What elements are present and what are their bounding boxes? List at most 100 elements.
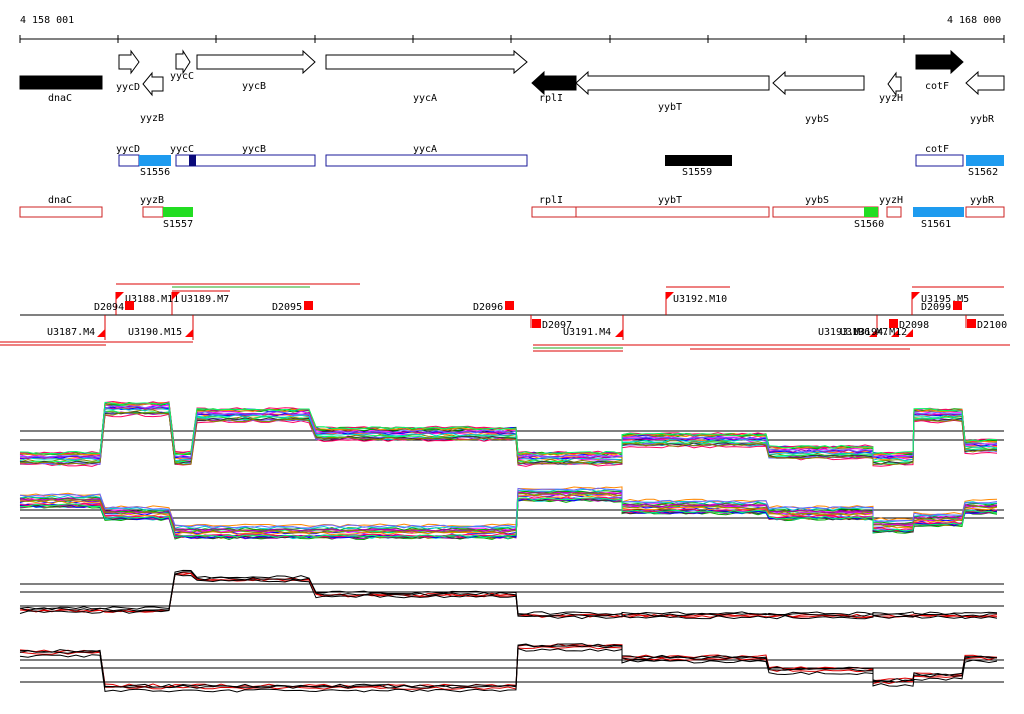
- gene-yycA[interactable]: yycA: [325, 49, 528, 104]
- annotated-gene-track: yycD yycC yycB yycA cotF S1556 S1559: [116, 144, 1004, 178]
- profile-line: [19, 573, 998, 620]
- profile-line: [20, 412, 998, 466]
- svg-text:yybS: yybS: [805, 195, 829, 206]
- svg-text:U3195.M5: U3195.M5: [921, 294, 969, 305]
- profile-panel-3: [19, 569, 1004, 620]
- reference-gene-yybT[interactable]: yybT: [575, 195, 770, 218]
- mark-D2100[interactable]: D2100: [967, 319, 1007, 331]
- gene-yyzB[interactable]: yyzB: [140, 71, 164, 124]
- gene-yycB[interactable]: yycB: [196, 49, 316, 92]
- feature-U3193-M[interactable]: U3193.M: [818, 327, 877, 338]
- reference-gene-dnaC[interactable]: dnaC: [19, 195, 103, 218]
- feature-U3191-M4[interactable]: U3191.M4: [563, 327, 623, 338]
- ruler-end-label: 4 168 000: [947, 15, 1001, 26]
- svg-text:cotF: cotF: [925, 81, 949, 92]
- annotated-gene-cotF[interactable]: cotF: [915, 144, 964, 167]
- svg-text:yycC: yycC: [170, 71, 194, 82]
- gene-yybS[interactable]: yybS: [772, 70, 865, 125]
- svg-text:U3190.M15: U3190.M15: [128, 327, 182, 338]
- svg-text:yycA: yycA: [413, 144, 437, 155]
- mark-D2095[interactable]: D2095: [272, 301, 313, 313]
- svg-text:D2095: D2095: [272, 302, 302, 313]
- mark-D2094[interactable]: D2094: [94, 301, 134, 313]
- svg-text:D2099: D2099: [921, 302, 951, 313]
- gene-yyzH[interactable]: yyzH: [879, 71, 903, 104]
- profile-line: [19, 487, 998, 529]
- gene-yycC[interactable]: yycC: [170, 49, 194, 82]
- profile-line: [19, 497, 998, 538]
- profile-line: [19, 569, 998, 616]
- profile-line: [19, 571, 998, 617]
- svg-text:rplI: rplI: [539, 93, 563, 104]
- gene-yycD[interactable]: yycD: [116, 49, 140, 93]
- svg-text:S1562: S1562: [968, 167, 998, 178]
- svg-text:S1560: S1560: [854, 219, 884, 230]
- svg-text:yyzH: yyzH: [879, 93, 903, 104]
- profile-line: [19, 647, 998, 693]
- svg-text:D2094: D2094: [94, 302, 124, 313]
- segment-S1561[interactable]: S1561: [913, 207, 964, 230]
- segment-S1562[interactable]: S1562: [966, 155, 1004, 178]
- reference-gene-yybR[interactable]: yybR: [965, 195, 1005, 218]
- reference-gene-yybS[interactable]: yybS: [772, 195, 879, 218]
- feature-U3190-M15[interactable]: U3190.M15: [128, 327, 193, 338]
- feature-U3188-M11[interactable]: U3188.M11: [116, 292, 179, 305]
- svg-text:yybT: yybT: [658, 102, 682, 113]
- gene-track: dnaC yycD yyzB yycC yycB yycA rplI yybT: [19, 49, 1005, 125]
- mark-D2099[interactable]: D2099: [921, 301, 962, 313]
- feature-U3195-M5[interactable]: U3195.M5: [912, 292, 969, 305]
- svg-text:U3192.M10: U3192.M10: [673, 294, 727, 305]
- segment-S1559[interactable]: S1559: [665, 155, 732, 178]
- svg-text:yycD: yycD: [116, 144, 140, 155]
- annotated-gene-yycA[interactable]: yycA: [325, 144, 528, 167]
- svg-text:dnaC: dnaC: [48, 195, 72, 206]
- segment-block-dark-blue[interactable]: [189, 155, 196, 166]
- gene-dnaC[interactable]: dnaC: [19, 75, 103, 104]
- annotated-gene-yycB[interactable]: yycB: [189, 144, 316, 167]
- mark-D2097[interactable]: D2097: [532, 319, 572, 331]
- svg-text:U3187.M4: U3187.M4: [47, 327, 95, 338]
- feature-track: U3188.M11 U3189.M7 U3192.M10 U3195.M5 U3…: [0, 283, 1010, 352]
- reference-gene-rplI[interactable]: rplI: [531, 195, 577, 218]
- svg-text:U3193.M: U3193.M: [818, 327, 860, 338]
- mark-D2098[interactable]: D2098: [889, 319, 929, 331]
- segment-S1557[interactable]: S1557: [163, 207, 193, 230]
- segment-S1556[interactable]: S1556: [139, 155, 171, 178]
- annotated-gene-yycD[interactable]: yycD: [116, 144, 140, 167]
- profile-panel-2: [19, 486, 1004, 541]
- feature-U3194-M12[interactable]: U3194.M12: [853, 327, 913, 338]
- profile-line: [19, 401, 998, 456]
- gene-cotF[interactable]: cotF: [915, 49, 964, 92]
- profile-line: [19, 643, 998, 688]
- gene-yybR[interactable]: yybR: [965, 70, 1005, 125]
- profile-line: [19, 486, 998, 528]
- reference-gene-yyzB[interactable]: yyzB: [140, 195, 164, 218]
- svg-text:yycC: yycC: [170, 144, 194, 155]
- svg-text:U3191.M4: U3191.M4: [563, 327, 611, 338]
- feature-U3187-M4[interactable]: U3187.M4: [47, 327, 105, 338]
- mark-D2096[interactable]: D2096: [473, 301, 514, 313]
- svg-text:U3194.M12: U3194.M12: [853, 327, 907, 338]
- gene-yybT[interactable]: yybT: [575, 70, 770, 113]
- feature-U3192-M10[interactable]: U3192.M10: [666, 292, 727, 305]
- coordinate-ruler: 4 158 001 4 168 000: [19, 15, 1005, 43]
- svg-text:D2097: D2097: [542, 320, 572, 331]
- svg-text:U3189.M7: U3189.M7: [181, 294, 229, 305]
- gene-rplI[interactable]: rplI: [531, 70, 577, 104]
- segment-S1560[interactable]: S1560: [854, 207, 884, 230]
- svg-text:D2098: D2098: [899, 320, 929, 331]
- profile-panel-4: [19, 643, 1004, 693]
- feature-U3196-M7[interactable]: U3196.M7: [840, 327, 899, 338]
- svg-text:yybR: yybR: [970, 114, 995, 125]
- profile-line: [19, 405, 998, 459]
- reference-gene-yyzH[interactable]: yyzH: [879, 195, 903, 218]
- feature-U3189-M7[interactable]: U3189.M7: [172, 292, 229, 305]
- svg-text:yybR: yybR: [970, 195, 995, 206]
- svg-text:D2096: D2096: [473, 302, 503, 313]
- profile-panel-1: [19, 400, 1004, 467]
- svg-text:yyzH: yyzH: [879, 195, 903, 206]
- svg-text:S1557: S1557: [163, 219, 193, 230]
- svg-text:yyzB: yyzB: [140, 195, 164, 206]
- svg-text:S1559: S1559: [682, 167, 712, 178]
